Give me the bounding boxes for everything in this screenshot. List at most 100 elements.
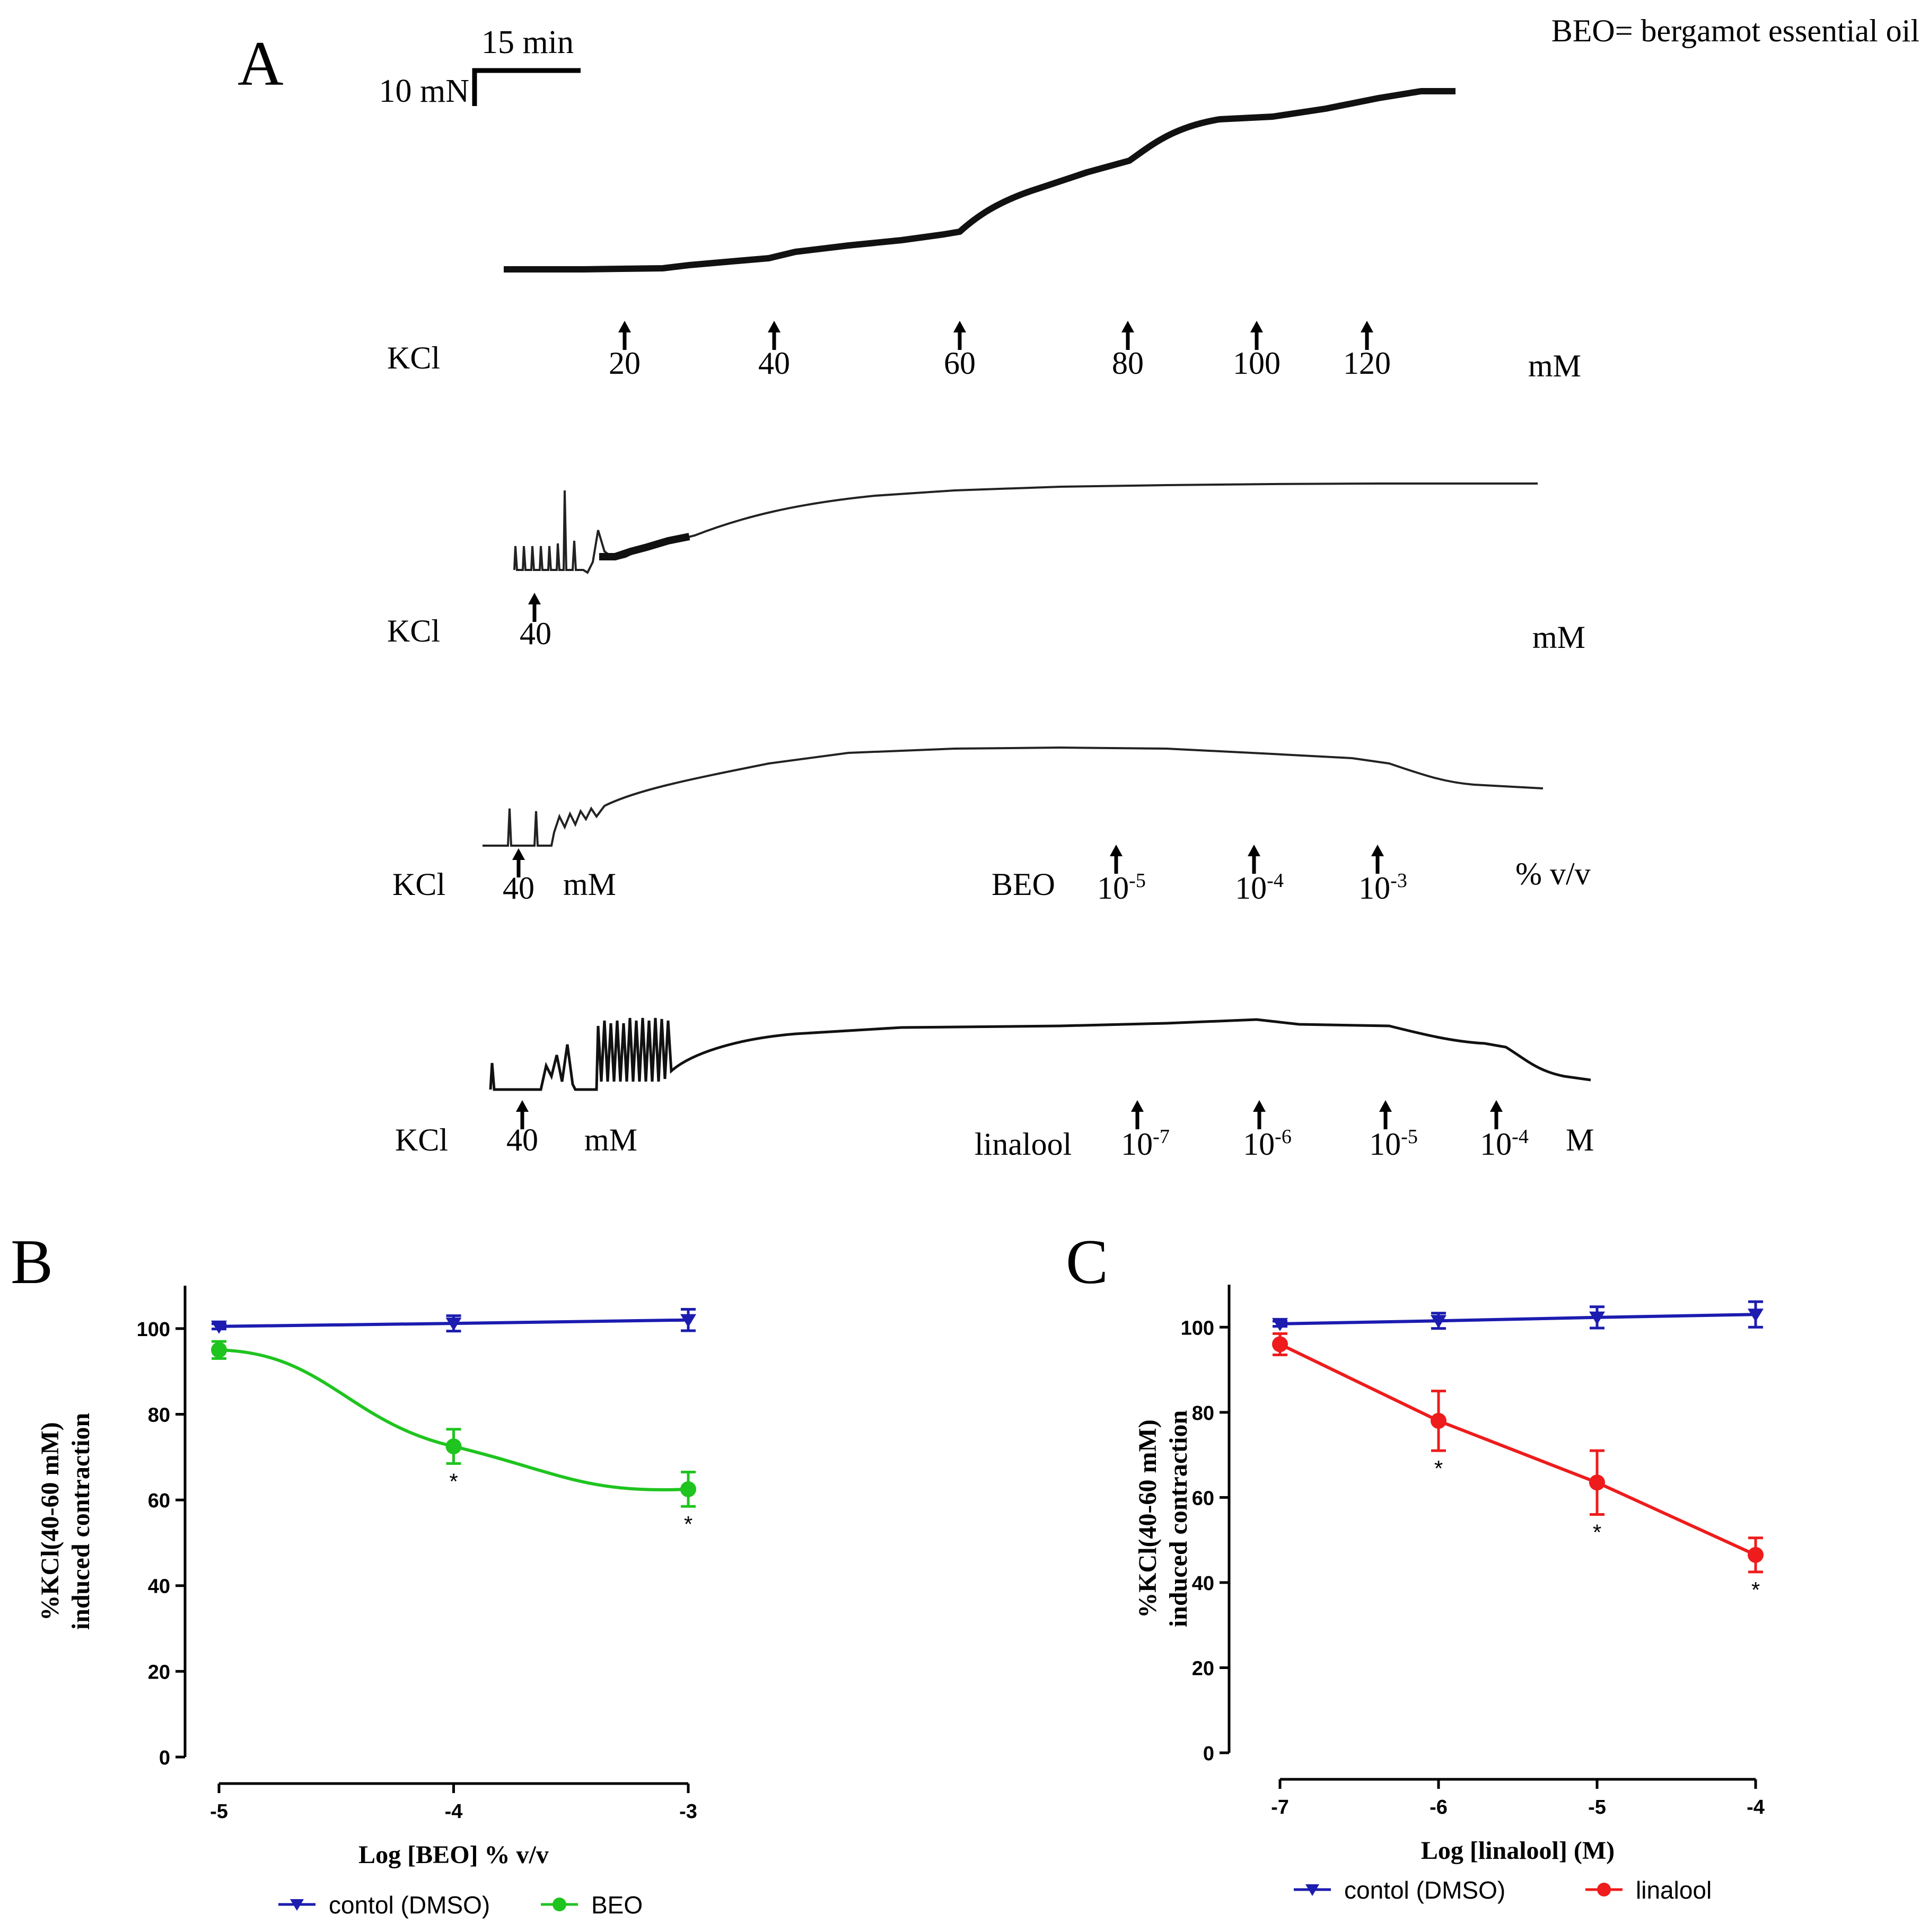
addition-arrow xyxy=(1121,321,1134,350)
data-point xyxy=(1272,1336,1288,1353)
addition-label: 10-5 xyxy=(1097,870,1146,906)
addition-arrow xyxy=(1248,845,1260,874)
addition-arrow xyxy=(1361,321,1373,350)
trace-1-additions: 20 40 60 80 100 120 xyxy=(609,321,1391,381)
significance-marker: * xyxy=(684,1512,692,1536)
series-line xyxy=(1279,1342,1757,1557)
trace-3-additions: 10-5 10-4 10-3 xyxy=(512,845,1407,906)
legend-item: linalool xyxy=(1585,1876,1712,1904)
data-point xyxy=(211,1342,227,1358)
y-tick-label: 100 xyxy=(137,1319,170,1341)
legend-marker xyxy=(553,1898,566,1911)
addition-arrow xyxy=(1253,1100,1266,1129)
legend: contol (DMSO) BEO xyxy=(278,1891,643,1919)
legend-label: linalool xyxy=(1636,1876,1712,1904)
legend-item: BEO xyxy=(541,1891,643,1919)
panel-b-chart: B 0 20 40 60 80 100 -5 -4 -3 Log [BEO] % v/v %KCl(… xyxy=(11,1226,697,1919)
data-point xyxy=(1272,1318,1288,1331)
y-tick-label: 40 xyxy=(148,1576,170,1598)
y-tick-label: 100 xyxy=(1181,1317,1214,1339)
trace-1-agent-label: KCl xyxy=(387,340,440,375)
addition-label: 10-6 xyxy=(1243,1126,1292,1162)
data-point xyxy=(445,1438,462,1455)
addition-arrow xyxy=(1110,845,1123,874)
x-tick-label: -4 xyxy=(1747,1796,1765,1819)
data-point xyxy=(680,1314,696,1328)
data-point xyxy=(1589,1311,1605,1325)
trace-4-kcl-unit: mM xyxy=(584,1122,637,1157)
chart-b-plot: 0 20 40 60 80 100 -5 -4 -3 Log [BEO] % v/v %KCl(40… xyxy=(36,1286,697,1919)
x-tick-label: -6 xyxy=(1430,1796,1448,1819)
series-treatment: ** xyxy=(211,1340,696,1536)
panel-a-letter: A xyxy=(238,28,284,99)
panel-b-letter: B xyxy=(11,1226,53,1297)
significance-marker: * xyxy=(1751,1577,1760,1602)
panel-c-chart: C 0 20 40 60 80 100 -7 -6 -5 -4 Log [linalool] (M)… xyxy=(1066,1226,1765,1904)
series-line xyxy=(1279,1313,1756,1325)
x-axis-label: Log [linalool] (M) xyxy=(1421,1837,1615,1865)
addition-arrow xyxy=(618,321,631,350)
x-tick-label: -3 xyxy=(679,1801,697,1823)
y-tick-label: 80 xyxy=(1192,1402,1214,1425)
significance-marker: * xyxy=(1593,1520,1601,1544)
legend-marker xyxy=(1305,1884,1319,1896)
trace-4-additions: 10-7 10-6 10-5 10-4 xyxy=(516,1100,1529,1162)
addition-label: 40 xyxy=(520,616,551,651)
addition-label: 10-3 xyxy=(1358,870,1407,906)
addition-arrow xyxy=(1250,321,1263,350)
y-tick-label: 80 xyxy=(148,1404,170,1426)
scale-bar-force-label: 10 mN xyxy=(379,73,470,109)
addition-label: 40 xyxy=(758,346,790,381)
addition-arrow xyxy=(1371,845,1384,874)
addition-label: 60 xyxy=(944,346,976,381)
y-tick-label: 20 xyxy=(1192,1657,1214,1680)
legend-marker xyxy=(1597,1883,1611,1896)
y-tick-label: 60 xyxy=(148,1490,170,1512)
addition-label: 80 xyxy=(1112,346,1144,381)
trace-3-agent-label: KCl xyxy=(392,867,445,902)
trace-1-unit-label: mM xyxy=(1528,348,1581,383)
scale-bar-lines xyxy=(472,68,581,106)
trace-4-drug-label: linalool xyxy=(975,1127,1072,1162)
trace-2-agent-label: KCl xyxy=(387,613,440,648)
addition-arrow xyxy=(1131,1100,1144,1129)
significance-marker: * xyxy=(1434,1456,1443,1481)
y-tick-label: 60 xyxy=(1192,1487,1214,1509)
trace-3-drug-unit: % v/v xyxy=(1515,856,1591,891)
trace-2-additions: 40 xyxy=(520,593,551,651)
data-point xyxy=(445,1318,462,1331)
x-tick-label: -5 xyxy=(210,1801,228,1823)
scale-bar: 15 min 10 mN xyxy=(379,24,581,109)
y-axis-label: induced contraction xyxy=(1164,1410,1193,1627)
series-treatment: * * * xyxy=(1272,1332,1764,1602)
panel-c-letter: C xyxy=(1066,1226,1108,1297)
legend-item: contol (DMSO) xyxy=(278,1891,490,1919)
chart-c-plot: 0 20 40 60 80 100 -7 -6 -5 -4 Log [linalool] (M) %K… xyxy=(1134,1285,1765,1904)
data-point xyxy=(1748,1547,1764,1563)
legend-label: contol (DMSO) xyxy=(329,1891,490,1919)
y-tick-label: 0 xyxy=(1203,1743,1214,1765)
kcl-addition-arrow xyxy=(512,848,525,877)
addition-arrow xyxy=(953,321,966,350)
y-tick-label: 20 xyxy=(148,1661,170,1683)
addition-label: 10-4 xyxy=(1480,1126,1529,1162)
trace-3-recording xyxy=(483,746,1544,847)
trace-4-agent-label: KCl xyxy=(395,1122,448,1157)
x-axis-label: Log [BEO] % v/v xyxy=(358,1841,549,1869)
addition-label: 100 xyxy=(1233,346,1281,381)
series-control xyxy=(1272,1300,1764,1331)
addition-arrow xyxy=(768,321,781,350)
trace-1-recording xyxy=(504,88,1455,273)
y-axis-label: %KCl(40-60 mM) xyxy=(36,1422,64,1621)
data-point xyxy=(1589,1474,1605,1491)
trace-3-kcl-unit: mM xyxy=(563,867,616,902)
addition-arrow xyxy=(1490,1100,1503,1129)
x-tick-label: -5 xyxy=(1588,1796,1606,1819)
legend: contol (DMSO) linalool xyxy=(1294,1876,1712,1904)
trace-3-drug-label: BEO xyxy=(992,867,1055,902)
y-axis-label: %KCl(40-60 mM) xyxy=(1134,1419,1162,1618)
addition-label: 120 xyxy=(1343,346,1391,381)
addition-label: 10-7 xyxy=(1121,1126,1170,1162)
legend-marker xyxy=(290,1899,304,1911)
y-tick-label: 40 xyxy=(1192,1573,1214,1595)
